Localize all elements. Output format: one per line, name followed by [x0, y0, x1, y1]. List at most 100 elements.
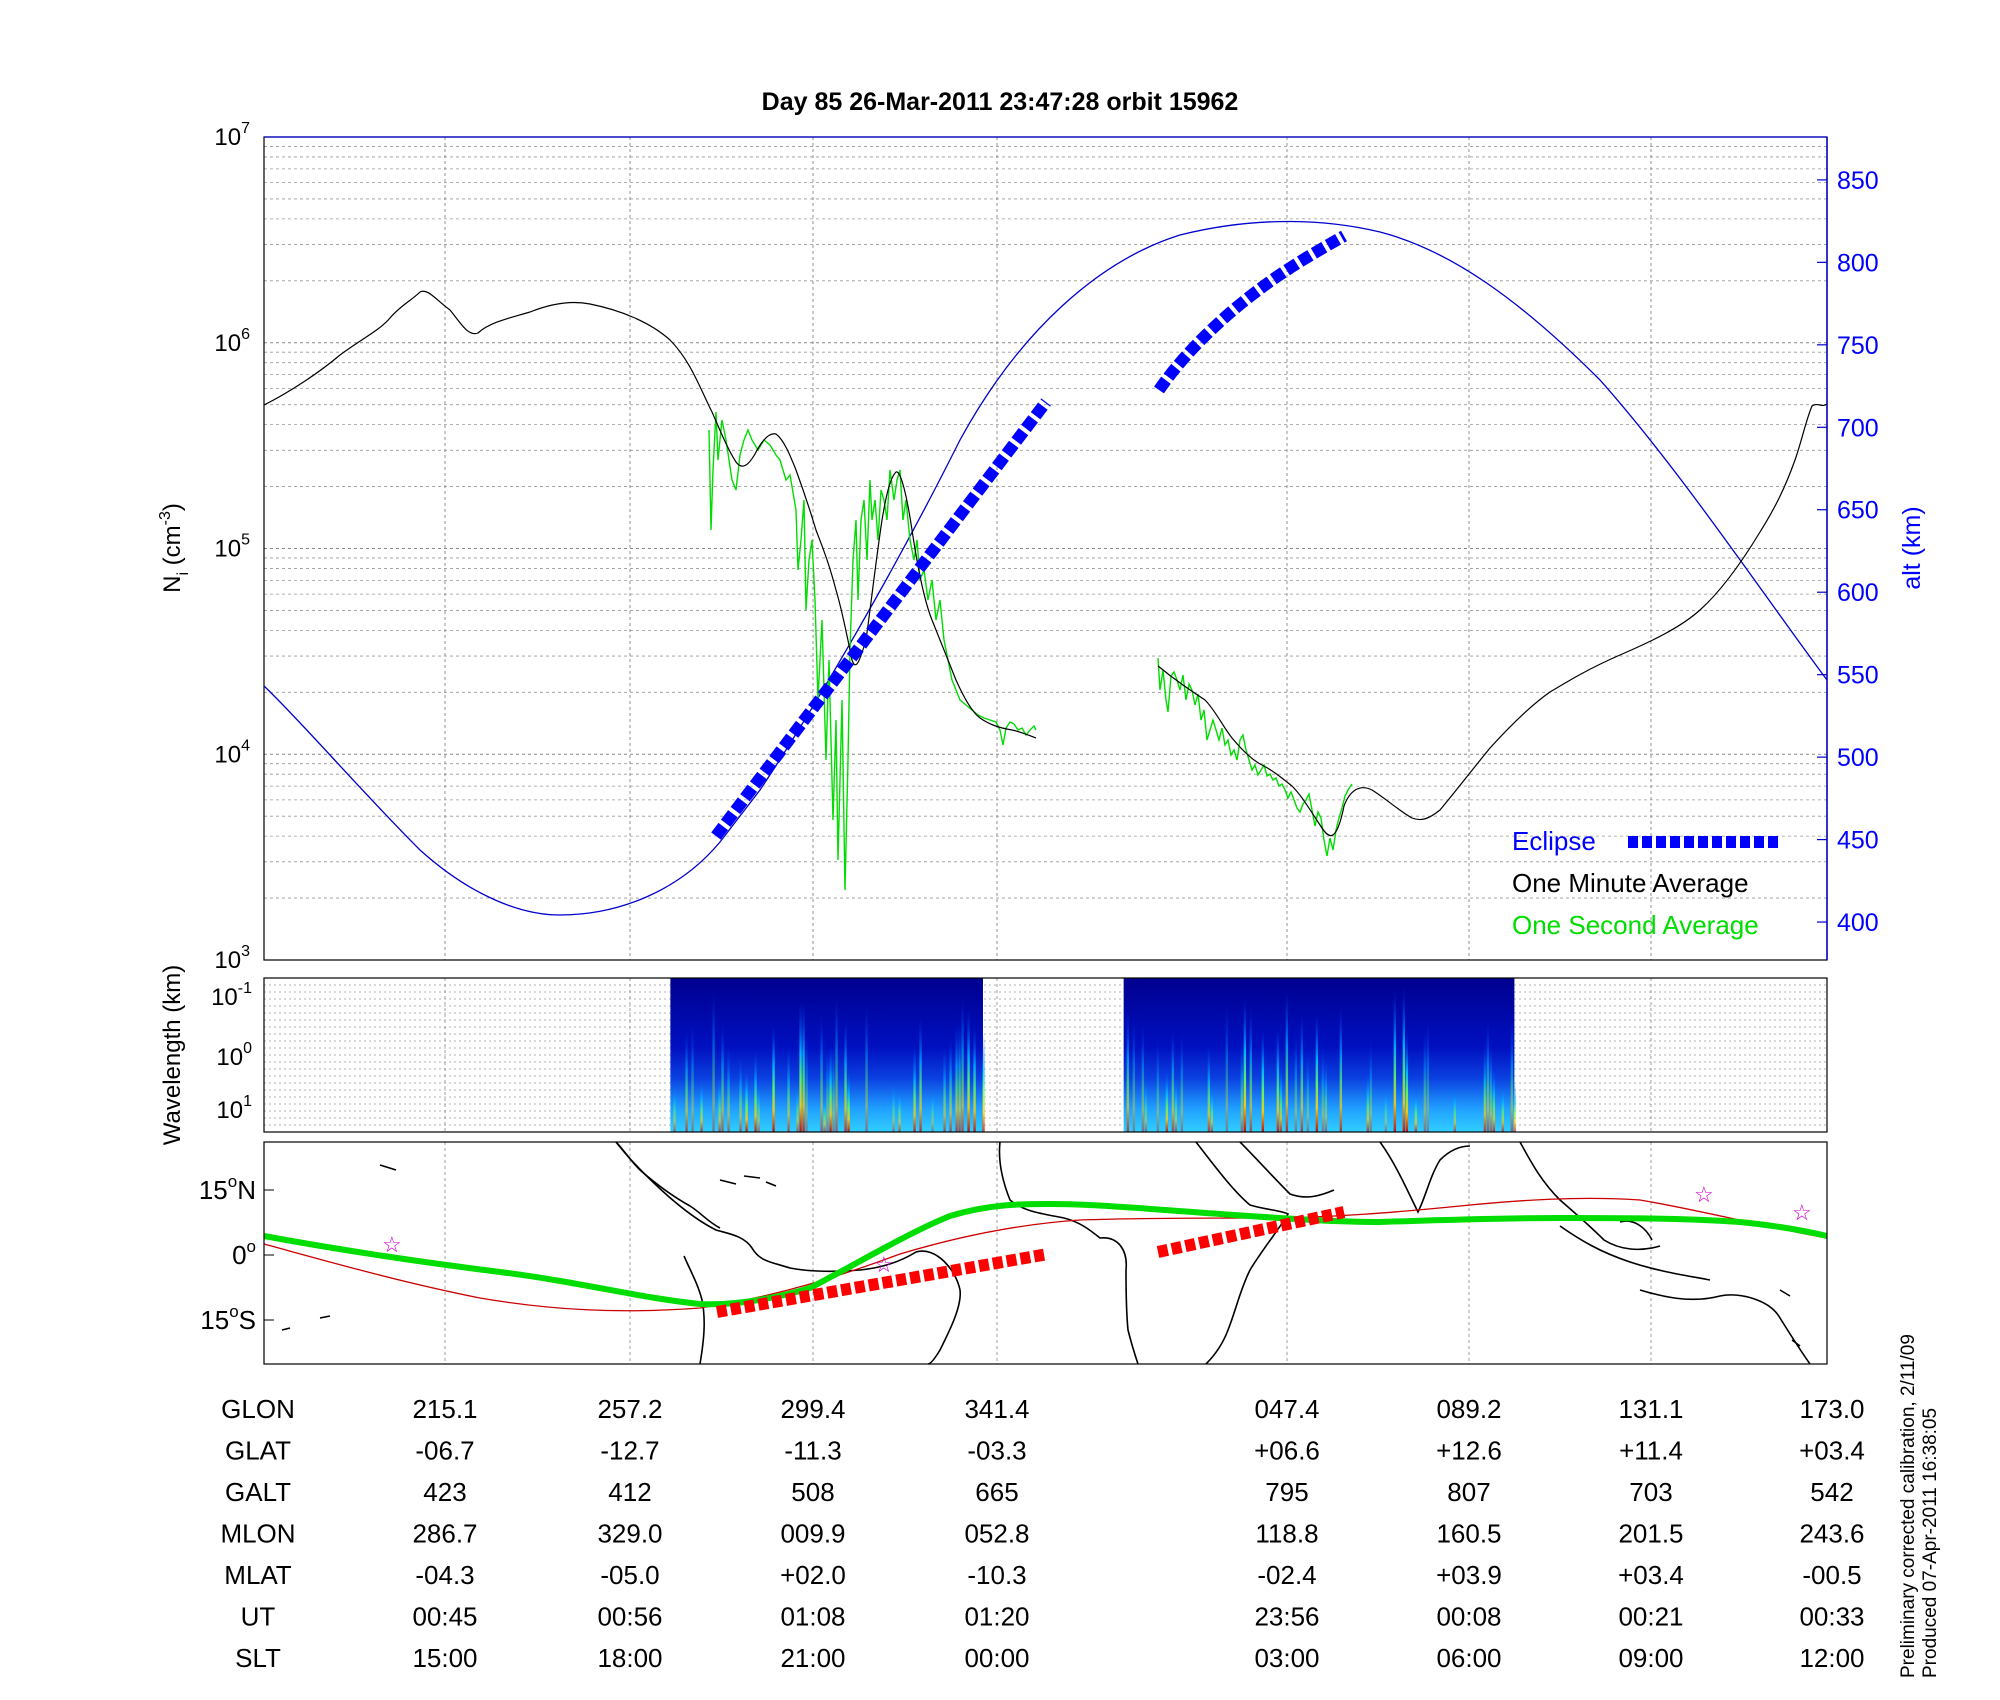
- table-row-label: GALT: [225, 1477, 291, 1507]
- density-ytick-label: 103: [214, 943, 250, 974]
- table-cell: 795: [1265, 1477, 1308, 1507]
- coast-arabia: [1239, 1141, 1335, 1198]
- spectrogram-column: [1156, 1038, 1160, 1132]
- table-cell: 215.1: [412, 1394, 477, 1424]
- spectrogram-block: [1123, 978, 1515, 1132]
- alt-tick-label: 450: [1837, 827, 1879, 855]
- spectrogram-column: [1141, 1022, 1145, 1132]
- alt-tick-label: 650: [1837, 497, 1879, 525]
- spectrogram-column: [1339, 1005, 1343, 1132]
- density-ytick-base: 10: [214, 330, 241, 357]
- spectrogram-column: [892, 1078, 895, 1132]
- table-cell: 18:00: [597, 1643, 662, 1673]
- spectrogram-column: [1321, 1045, 1325, 1132]
- star-marker-4: ☆: [1792, 1200, 1812, 1225]
- table-cell: 508: [791, 1477, 834, 1507]
- table-cell: 00:00: [964, 1643, 1029, 1673]
- wavelength-ytick-base: 10: [216, 1044, 243, 1071]
- spectrogram-column: [691, 1022, 694, 1132]
- spectrogram-column: [835, 996, 838, 1132]
- spectrogram-column: [1225, 1001, 1229, 1132]
- table-cell: 542: [1810, 1477, 1853, 1507]
- map-lat-label: 0o: [232, 1237, 256, 1270]
- density-ytick-exp: 6: [241, 326, 250, 343]
- spectrogram-column: [1510, 1018, 1514, 1132]
- wavelength-ylabel: Wavelength (km): [159, 965, 186, 1146]
- table-cell: -12.7: [600, 1436, 659, 1466]
- table-cell: +11.4: [1619, 1436, 1683, 1466]
- table-cell: 12:00: [1799, 1643, 1864, 1673]
- spectrogram-column: [1393, 989, 1397, 1132]
- spectrogram-column: [943, 1046, 946, 1132]
- spectrogram-column: [1414, 1086, 1418, 1132]
- spectrogram-column: [802, 1000, 805, 1132]
- alt-tick-label: 600: [1837, 579, 1879, 607]
- spectrogram-column: [931, 1084, 934, 1132]
- map-lat-label: 15oS: [200, 1302, 256, 1335]
- spectrogram-column: [805, 1033, 808, 1132]
- spectrogram-column: [826, 1045, 829, 1132]
- spectrogram-column: [772, 1023, 775, 1132]
- density-ytick-label: 107: [214, 120, 250, 151]
- table-cell: 329.0: [597, 1519, 662, 1549]
- map-lat-number: 15: [200, 1305, 229, 1335]
- density-ytick-base: 10: [214, 947, 241, 974]
- table-cell: 06:00: [1436, 1643, 1501, 1673]
- density-ylabel-tail: (cm: [159, 525, 186, 572]
- one-minute-average-series: [263, 290, 1828, 837]
- table-cell: 00:21: [1618, 1602, 1683, 1632]
- spectrogram-column: [718, 1073, 721, 1132]
- altitude-ylabel: alt (km): [1898, 506, 1926, 589]
- spectrogram-column: [721, 1021, 724, 1132]
- map-lat-number: 15: [199, 1175, 228, 1205]
- map-lat-hemisphere: S: [239, 1305, 256, 1335]
- star-marker-1: ☆: [382, 1232, 402, 1257]
- spectrogram-column: [973, 1025, 976, 1132]
- dip-equator-line: [263, 1197, 1828, 1312]
- table-cell: 00:56: [597, 1602, 662, 1632]
- spectrogram-column: [754, 1050, 757, 1132]
- produced-note: Produced 07-Apr-2011 16:38:05: [1920, 1407, 1941, 1678]
- calibration-note: Preliminary corrected calibration, 2/11/…: [1898, 1334, 1919, 1678]
- map-lat-degree: o: [228, 1172, 237, 1191]
- table-cell: +02.0: [780, 1560, 846, 1590]
- spectrogram-column: [1486, 1021, 1490, 1132]
- star-marker-3: ☆: [1694, 1182, 1714, 1207]
- table-row-label: UT: [241, 1602, 276, 1632]
- density-ytick-label: 105: [214, 532, 250, 563]
- wavelength-ytick-exp: -1: [238, 980, 252, 997]
- wavelength-ytick-label: 10-1: [211, 980, 252, 1011]
- density-ytick-exp: 4: [241, 737, 250, 754]
- legend-label-minute: One Minute Average: [1512, 868, 1749, 898]
- table-cell: 21:00: [780, 1643, 845, 1673]
- spectrogram-column: [844, 1018, 847, 1132]
- table-row-label: GLON: [221, 1394, 295, 1424]
- spectrogram-column: [1207, 1044, 1211, 1132]
- spectrogram-column: [898, 1084, 901, 1132]
- spectrogram-column: [847, 1068, 850, 1132]
- spectrogram-column: [955, 1022, 958, 1132]
- table-cell: 09:00: [1618, 1643, 1683, 1673]
- alt-tick-label: 750: [1837, 332, 1879, 360]
- map-lat-degree: o: [247, 1237, 256, 1256]
- coast-south-america-west: [683, 1255, 705, 1365]
- table-cell: +03.4: [1799, 1436, 1865, 1466]
- spectrogram-column: [1261, 1030, 1265, 1132]
- density-gridlines: [264, 137, 1827, 960]
- table-cell: 03:00: [1254, 1643, 1319, 1673]
- coast-australia: [1639, 1289, 1811, 1365]
- coast-islands-caribbean: [379, 1164, 777, 1187]
- legend-label-second: One Second Average: [1512, 910, 1759, 940]
- spectrogram-column: [796, 1079, 799, 1132]
- spectrogram-column: [1243, 997, 1247, 1132]
- orbit-parameter-table: GLON 215.1 257.2 299.4 341.4 047.4 089.2 131.1 1…: [220, 1394, 1864, 1673]
- table-cell: 01:08: [780, 1602, 845, 1632]
- density-ytick-exp: 3: [241, 943, 250, 960]
- table-cell: 243.6: [1799, 1519, 1864, 1549]
- spectrogram-column: [727, 1045, 730, 1132]
- map-lat-number: 0: [232, 1240, 246, 1270]
- table-cell: 052.8: [964, 1519, 1029, 1549]
- spectrogram-column: [1126, 1009, 1130, 1132]
